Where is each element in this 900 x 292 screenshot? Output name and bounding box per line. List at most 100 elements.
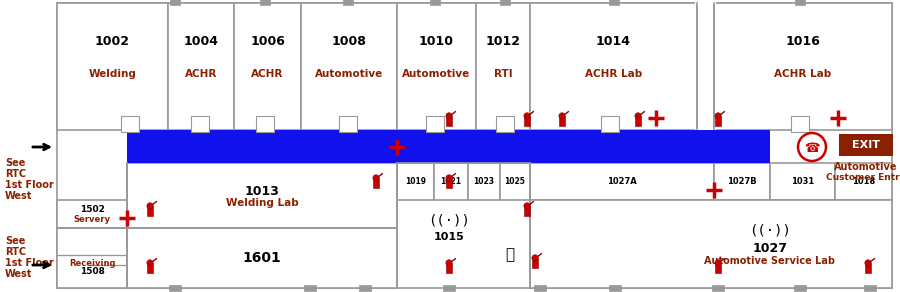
Bar — [301, 3, 397, 130]
Bar — [559, 116, 565, 126]
Text: 1019: 1019 — [405, 177, 426, 186]
Circle shape — [532, 255, 538, 261]
Bar — [434, 163, 468, 200]
Bar — [496, 116, 514, 132]
Text: 1508: 1508 — [79, 267, 104, 277]
Bar — [865, 263, 871, 273]
Text: 1027B: 1027B — [727, 177, 757, 186]
Bar — [170, 0, 180, 5]
Text: ☎: ☎ — [805, 142, 820, 154]
Text: 1502: 1502 — [79, 206, 104, 215]
Bar — [609, 0, 619, 5]
Circle shape — [524, 203, 530, 209]
Bar — [500, 0, 510, 5]
Bar — [57, 228, 127, 288]
Bar — [530, 200, 892, 288]
Bar — [534, 285, 546, 291]
Circle shape — [524, 113, 530, 119]
Text: 1018: 1018 — [852, 177, 875, 186]
Text: 1010: 1010 — [419, 34, 454, 48]
Bar — [609, 285, 621, 291]
Circle shape — [634, 113, 641, 119]
Bar — [148, 263, 153, 273]
Bar — [343, 0, 353, 5]
Bar — [443, 285, 455, 291]
Bar — [500, 163, 530, 200]
Bar — [716, 263, 721, 273]
Bar — [57, 3, 168, 130]
Text: Welding: Welding — [88, 69, 137, 79]
Bar — [714, 163, 770, 200]
Bar — [169, 285, 181, 291]
Bar — [234, 3, 301, 130]
Text: Automotive: Automotive — [834, 162, 898, 172]
Text: ACHR Lab: ACHR Lab — [585, 69, 642, 79]
Bar — [374, 178, 379, 188]
Bar — [256, 116, 274, 132]
Bar — [524, 116, 530, 126]
Bar — [532, 258, 538, 268]
Text: Servery: Servery — [74, 215, 111, 223]
Bar — [716, 116, 721, 126]
Text: Welding Lab: Welding Lab — [226, 197, 299, 208]
Bar — [835, 163, 892, 200]
Bar — [430, 0, 440, 5]
Bar — [712, 285, 724, 291]
Bar — [397, 3, 476, 130]
Bar — [601, 116, 619, 132]
Circle shape — [147, 260, 153, 266]
Circle shape — [446, 175, 452, 181]
Text: 1002: 1002 — [95, 34, 130, 48]
Bar — [121, 116, 139, 132]
Text: ACHR Lab: ACHR Lab — [774, 69, 832, 79]
Text: Automotive Service Lab: Automotive Service Lab — [705, 256, 835, 266]
Text: 1014: 1014 — [596, 34, 631, 48]
Text: West: West — [5, 269, 32, 279]
Bar — [476, 3, 530, 130]
Circle shape — [446, 260, 452, 266]
Bar — [127, 130, 770, 163]
Circle shape — [446, 113, 452, 119]
Text: 1st Floor: 1st Floor — [5, 258, 54, 268]
Bar — [468, 163, 500, 200]
Text: 1023: 1023 — [473, 177, 494, 186]
Bar — [446, 116, 452, 126]
Text: ACHR: ACHR — [251, 69, 284, 79]
Bar — [57, 200, 127, 228]
Text: 1016: 1016 — [786, 34, 821, 48]
Text: West: West — [5, 191, 32, 201]
Circle shape — [715, 113, 721, 119]
Text: ((·)): ((·)) — [749, 223, 791, 237]
Circle shape — [798, 133, 826, 161]
Bar — [426, 116, 444, 132]
Text: EXIT: EXIT — [852, 140, 880, 150]
Circle shape — [715, 260, 721, 266]
Text: Receiving: Receiving — [68, 258, 115, 267]
Bar — [524, 206, 530, 216]
Bar — [530, 163, 714, 200]
Text: 🔥: 🔥 — [506, 248, 515, 263]
Bar — [260, 0, 270, 5]
Text: 1004: 1004 — [184, 34, 219, 48]
Bar — [168, 3, 234, 130]
FancyBboxPatch shape — [839, 134, 893, 156]
Text: 1027A: 1027A — [608, 177, 637, 186]
Text: 1025: 1025 — [505, 177, 526, 186]
Bar — [148, 206, 153, 216]
Bar — [397, 163, 434, 200]
Bar — [635, 116, 641, 126]
Text: 1601: 1601 — [243, 251, 282, 265]
Bar — [770, 163, 835, 200]
Text: 1015: 1015 — [434, 232, 464, 242]
Bar — [446, 178, 452, 188]
Bar — [446, 263, 452, 273]
Text: ((·)): ((·)) — [428, 213, 470, 227]
Text: See: See — [5, 236, 25, 246]
Circle shape — [559, 113, 565, 119]
Text: 1021: 1021 — [440, 177, 462, 186]
Text: 1027: 1027 — [752, 241, 788, 255]
Text: Automotive: Automotive — [315, 69, 383, 79]
Text: RTI: RTI — [494, 69, 512, 79]
Text: 1st Floor: 1st Floor — [5, 180, 54, 190]
Bar — [304, 285, 316, 291]
